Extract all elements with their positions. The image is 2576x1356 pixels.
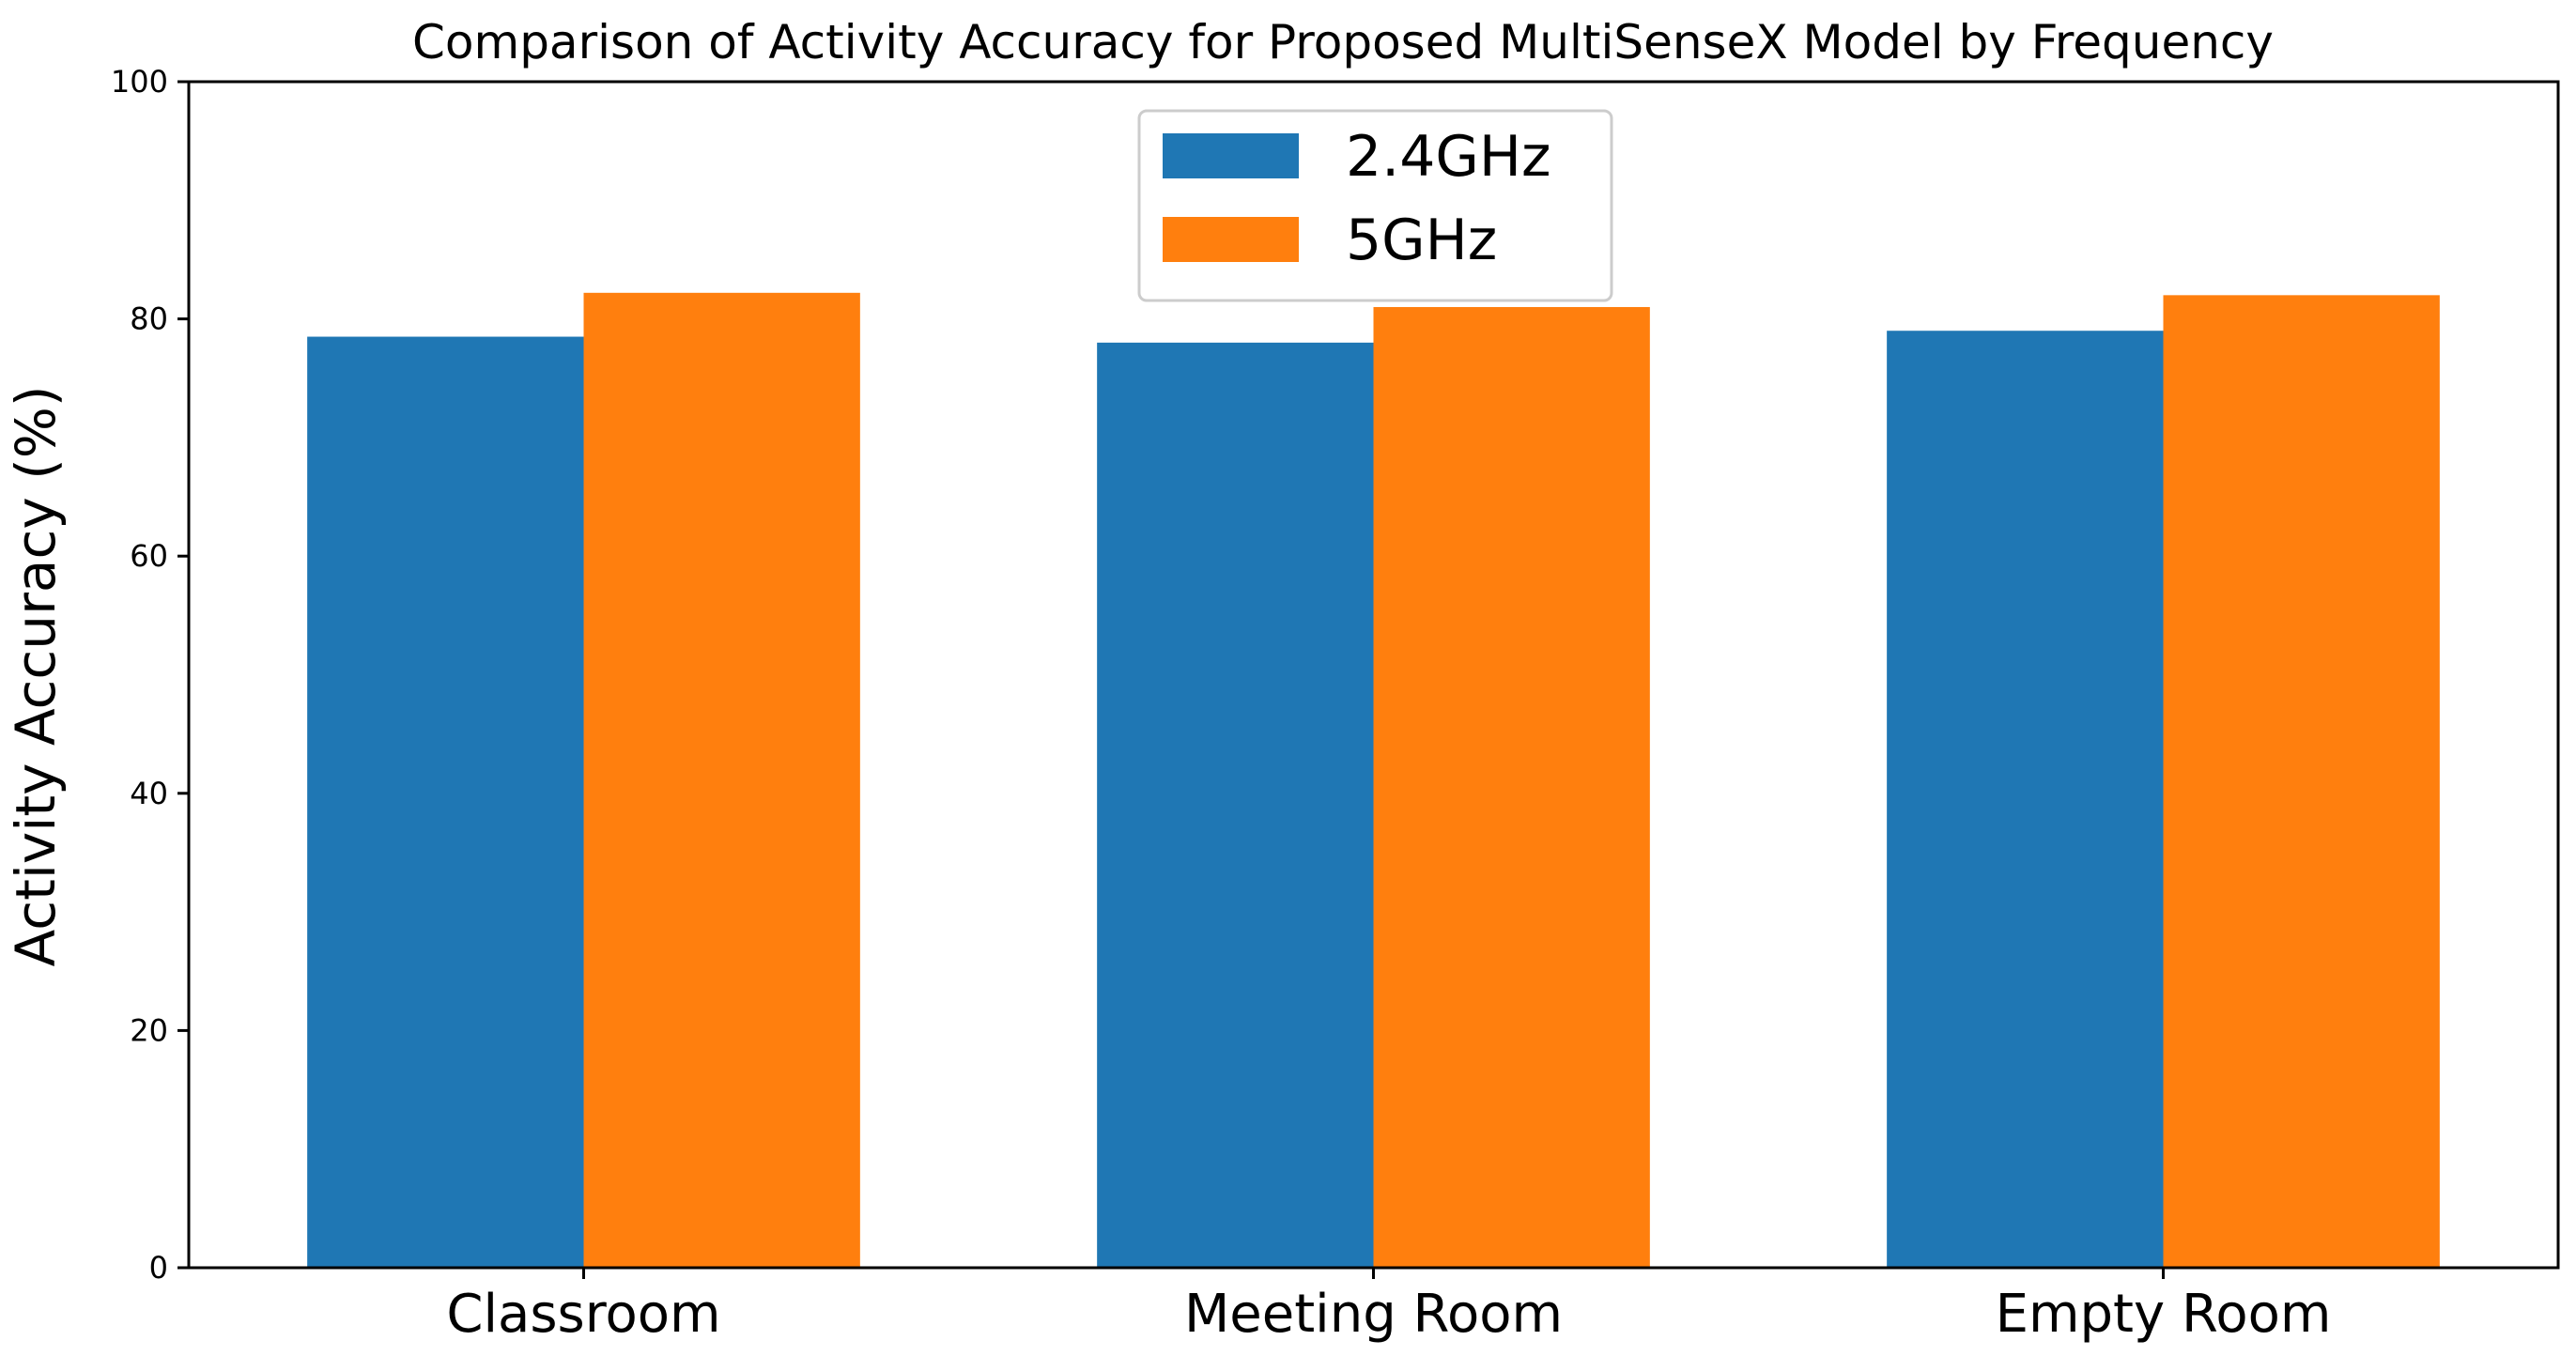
y-tick-label: 80 [130,301,168,337]
legend-label: 2.4GHz [1346,124,1551,190]
legend: 2.4GHz 5GHz [1137,109,1613,302]
y-tick-label: 40 [130,776,168,811]
y-tick-label: 20 [130,1012,168,1048]
x-tick-label: Meeting Room [1184,1284,1563,1345]
legend-swatch [1163,217,1299,262]
bar-5ghz-empty-room [2163,295,2440,1269]
bar-5ghz-meeting-room [1373,306,1650,1269]
x-tick-label: Classroom [446,1284,720,1345]
legend-swatch [1163,133,1299,178]
bar-5ghz-classroom [583,292,860,1269]
y-tick-label: 60 [130,538,168,574]
y-tick-label: 100 [111,64,168,100]
bars-layer [307,292,2440,1269]
y-axis-ticks: 0 20 40 60 80 100 [111,64,189,1286]
bar-2-4ghz-meeting-room [1097,342,1374,1268]
y-axis-label: Activity Accuracy (%) [4,386,68,967]
legend-label: 5GHz [1346,208,1497,273]
x-axis-ticks: Classroom Meeting Room Empty Room [446,1268,2331,1345]
chart-title: Comparison of Activity Accuracy for Prop… [412,15,2274,69]
plot-frame [187,80,2560,1270]
bar-2-4ghz-classroom [307,336,584,1268]
x-tick-label: Empty Room [1996,1284,2332,1345]
y-tick-label: 0 [149,1250,168,1286]
bar-2-4ghz-empty-room [1887,331,2164,1269]
